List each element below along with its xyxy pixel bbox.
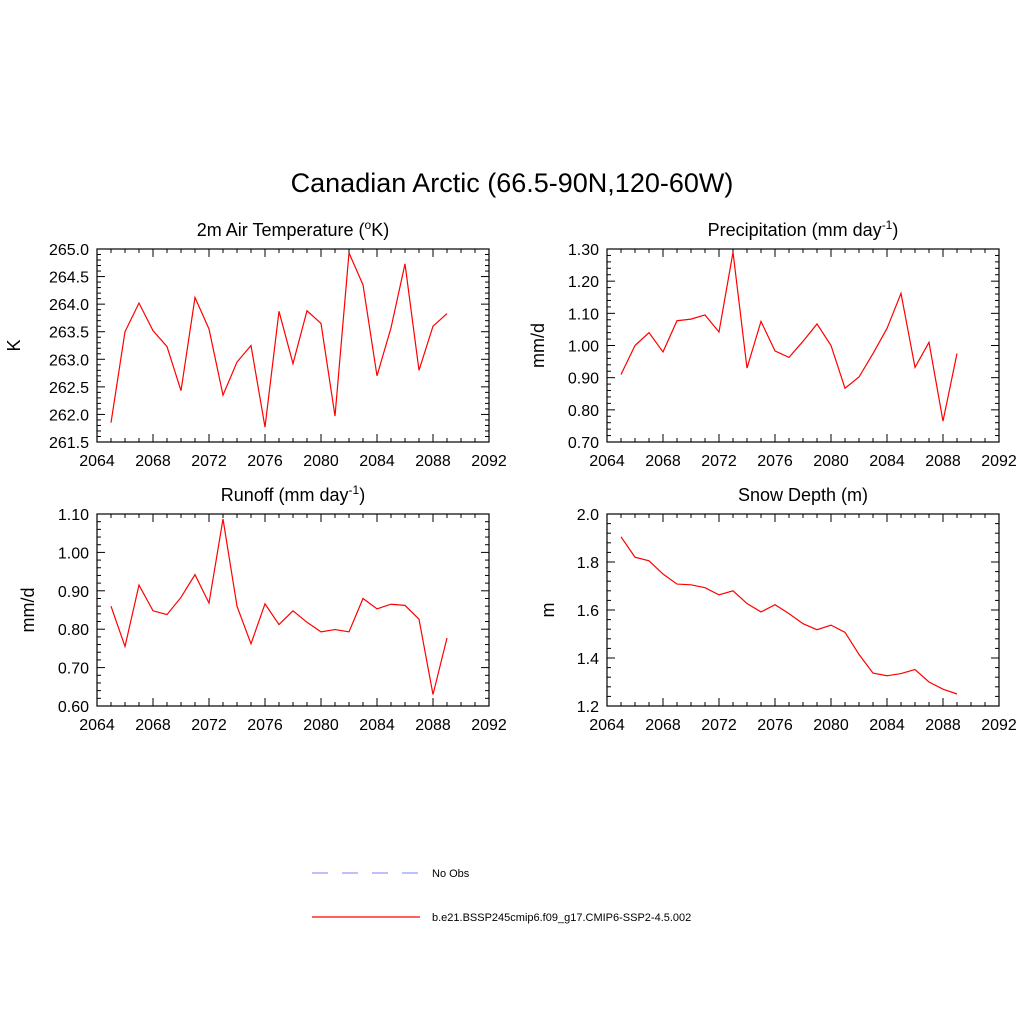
plot-frame — [96, 248, 490, 443]
y-axis-label: m — [538, 603, 558, 618]
x-tick-label: 2088 — [925, 453, 961, 470]
y-tick-label: 0.90 — [568, 371, 599, 388]
x-tick-label: 2084 — [869, 453, 905, 470]
series-line — [110, 518, 448, 695]
y-tick-label: 1.10 — [568, 306, 599, 323]
x-tick-label: 2076 — [247, 717, 283, 734]
y-tick-label: 1.2 — [577, 699, 599, 716]
x-tick-label: 2064 — [589, 717, 625, 734]
x-tick-label: 2080 — [813, 717, 849, 734]
x-tick-label: 2092 — [981, 453, 1017, 470]
y-tick-label: 1.10 — [58, 507, 89, 524]
chart-panel: 2064 2068 2072 2076 2080 2084 2088 2092 1.2 1.4 1.… — [538, 485, 1017, 734]
plot-frame — [606, 513, 1000, 707]
x-tick-label: 2076 — [247, 453, 283, 470]
x-tick-label: 2064 — [79, 453, 115, 470]
y-tick-label: 0.80 — [58, 622, 89, 639]
x-tick-label: 2068 — [645, 453, 681, 470]
x-tick-label: 2068 — [645, 717, 681, 734]
panel-title: Precipitation (mm day-1) — [708, 218, 899, 240]
y-tick-label: 1.00 — [58, 545, 89, 562]
x-tick-label: 2080 — [303, 453, 339, 470]
y-tick-label: 0.60 — [58, 699, 89, 716]
legend-label: b.e21.BSSP245cmip6.f09_g17.CMIP6-SSP2-4.… — [432, 912, 691, 924]
y-tick-label: 263.5 — [49, 325, 89, 342]
y-tick-label: 1.8 — [577, 555, 599, 572]
x-tick-label: 2088 — [415, 453, 451, 470]
y-tick-label: 0.80 — [568, 403, 599, 420]
x-tick-label: 2088 — [415, 717, 451, 734]
x-tick-label: 2068 — [135, 717, 171, 734]
x-tick-label: 2068 — [135, 453, 171, 470]
y-tick-label: 1.30 — [568, 242, 599, 259]
series-line — [110, 252, 448, 428]
x-tick-label: 2092 — [471, 453, 507, 470]
chart-panel: 2064 2068 2072 2076 2080 2084 2088 2092 261.5 262… — [4, 218, 507, 470]
y-axis-label: mm/d — [528, 323, 548, 368]
x-tick-label: 2088 — [925, 717, 961, 734]
x-tick-label: 2072 — [191, 717, 227, 734]
x-tick-label: 2064 — [589, 453, 625, 470]
legend: No Obs b.e21.BSSP245cmip6.f09_g17.CMIP6-S… — [312, 868, 691, 924]
y-tick-label: 1.00 — [568, 339, 599, 356]
x-tick-label: 2084 — [359, 717, 395, 734]
y-tick-label: 261.5 — [49, 435, 89, 452]
x-tick-label: 2072 — [191, 453, 227, 470]
y-axis-label: mm/d — [18, 588, 38, 633]
y-tick-label: 263.0 — [49, 352, 89, 369]
series-line — [620, 252, 958, 422]
x-tick-label: 2084 — [359, 453, 395, 470]
x-tick-label: 2092 — [471, 717, 507, 734]
x-tick-label: 2080 — [303, 717, 339, 734]
x-tick-label: 2072 — [701, 717, 737, 734]
x-tick-label: 2064 — [79, 717, 115, 734]
y-tick-label: 1.4 — [577, 651, 599, 668]
x-tick-label: 2080 — [813, 453, 849, 470]
y-axis-label: K — [4, 339, 24, 351]
y-tick-label: 262.5 — [49, 380, 89, 397]
panel-title: Runoff (mm day-1) — [221, 483, 365, 505]
legend-label: No Obs — [432, 868, 470, 880]
panel-title: Snow Depth (m) — [738, 485, 868, 505]
y-tick-label: 1.6 — [577, 603, 599, 620]
y-tick-label: 0.90 — [58, 584, 89, 601]
y-tick-label: 265.0 — [49, 242, 89, 259]
y-tick-label: 1.20 — [568, 274, 599, 291]
x-tick-label: 2076 — [757, 717, 793, 734]
x-tick-label: 2092 — [981, 717, 1017, 734]
chart-panel: 2064 2068 2072 2076 2080 2084 2088 2092 0.60 0.70… — [18, 483, 507, 734]
series-line — [620, 536, 958, 695]
y-tick-label: 2.0 — [577, 507, 599, 524]
y-tick-label: 264.0 — [49, 297, 89, 314]
panel-title: 2m Air Temperature (oK) — [197, 218, 389, 240]
figure-title: Canadian Arctic (66.5-90N,120-60W) — [290, 168, 734, 198]
x-tick-label: 2076 — [757, 453, 793, 470]
y-tick-label: 0.70 — [568, 435, 599, 452]
chart-panel: 2064 2068 2072 2076 2080 2084 2088 2092 0.70 0.80… — [528, 218, 1017, 470]
x-tick-label: 2072 — [701, 453, 737, 470]
y-tick-label: 0.70 — [58, 661, 89, 678]
y-tick-label: 264.5 — [49, 270, 89, 287]
y-tick-label: 262.0 — [49, 407, 89, 424]
x-tick-label: 2084 — [869, 717, 905, 734]
